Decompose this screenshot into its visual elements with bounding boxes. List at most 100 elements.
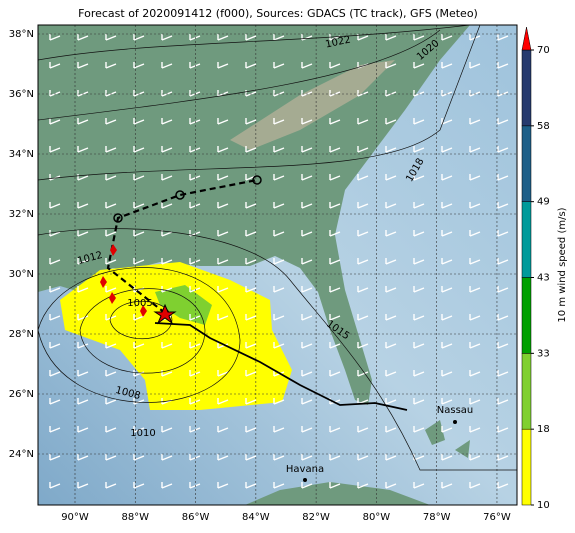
wind-barb [469,174,481,181]
wind-barb [497,258,509,265]
wind-barb [273,398,285,405]
wind-barb [161,62,173,69]
wind-barb [301,482,313,489]
wind-barb [497,62,509,69]
wind-barb [441,62,453,69]
wind-barb [133,174,145,181]
wind-barb [385,202,397,209]
wind-barb [133,258,145,265]
wind-barb [497,146,509,153]
wind-barb [273,482,285,489]
lon-tick-label: 76°W [483,512,511,523]
wind-barb [217,230,229,237]
wind-barb [105,370,117,377]
wind-barb [469,118,481,125]
lat-tick-label: 36°N [9,89,34,100]
map-frame [37,24,518,506]
isobar-label: 1022 [325,34,352,50]
wind-barb [189,482,201,489]
wind-barb [441,482,453,489]
wind-barb [105,230,117,237]
wind-barb [413,482,425,489]
wind-barb [301,174,313,181]
wind-barb [329,118,341,125]
wind-barb [273,258,285,265]
wind-barb [245,34,257,41]
wind-barb [133,202,145,209]
wind-barb [77,314,89,321]
wind-barb [273,62,285,69]
wind-barb [245,202,257,209]
wind-barb [385,62,397,69]
wind-barb [161,118,173,125]
wind-barb [329,62,341,69]
wind-barb [413,34,425,41]
wind-barb [161,482,173,489]
wind-barb [189,398,201,405]
wind-barb [497,426,509,433]
wind-barb [469,202,481,209]
wind-barb [49,426,61,433]
wind-barb [497,342,509,349]
wind-barb [189,118,201,125]
wind-barb [469,342,481,349]
wind-barb [441,454,453,461]
wind-barb [357,314,369,321]
observed-track [154,322,408,411]
isobar [38,267,241,403]
colorbar: 10 18 33 43 49 58 70 [521,26,550,511]
wind-barb [357,202,369,209]
wind-barb [245,482,257,489]
wind-barb [245,146,257,153]
wind-barb [133,370,145,377]
wind-barb [357,146,369,153]
wind-barb [301,202,313,209]
wind-barb [161,146,173,153]
isobar [38,29,441,121]
wind-barb [413,62,425,69]
wind-barb [497,398,509,405]
wind-barb [385,118,397,125]
wind-barb [273,454,285,461]
wind-barb [273,34,285,41]
wind-barb [189,454,201,461]
wind-barb [469,230,481,237]
wind-barb [77,454,89,461]
map-area: 1022 1020 1018 1015 1012 1008 1010 1005 … [38,25,517,505]
lat-tick-label: 38°N [9,29,34,40]
wind-barb [217,342,229,349]
wind-barb [49,286,61,293]
wind-barb [161,454,173,461]
colorbar-segment [521,125,532,202]
lat-tick-label: 24°N [9,449,34,460]
wind-barb [441,426,453,433]
lon-tick-label: 88°W [121,512,149,523]
wind-barb [161,34,173,41]
colorbar-tick-label: 58 [537,121,550,132]
wind-barb [385,174,397,181]
wind-barb [49,342,61,349]
wind-barb [413,286,425,293]
wind-barb [413,370,425,377]
wind-barb [469,146,481,153]
wind-barb [301,454,313,461]
track-point [252,175,262,185]
wind-barb [329,454,341,461]
wind-barb [245,230,257,237]
wind-barb [469,258,481,265]
wind-barb [161,342,173,349]
wind-barb [413,230,425,237]
isobar [38,25,481,181]
wind-barb [161,370,173,377]
wind-barb [245,314,257,321]
lon-tick-label: 82°W [302,512,330,523]
wind-barb [77,426,89,433]
wind-barb [105,454,117,461]
cuba [245,482,430,505]
wind-barb [77,398,89,405]
wind-barb [357,118,369,125]
wind-barb [217,454,229,461]
wind-barb [329,314,341,321]
wind-barb [441,118,453,125]
wind-barb [301,286,313,293]
